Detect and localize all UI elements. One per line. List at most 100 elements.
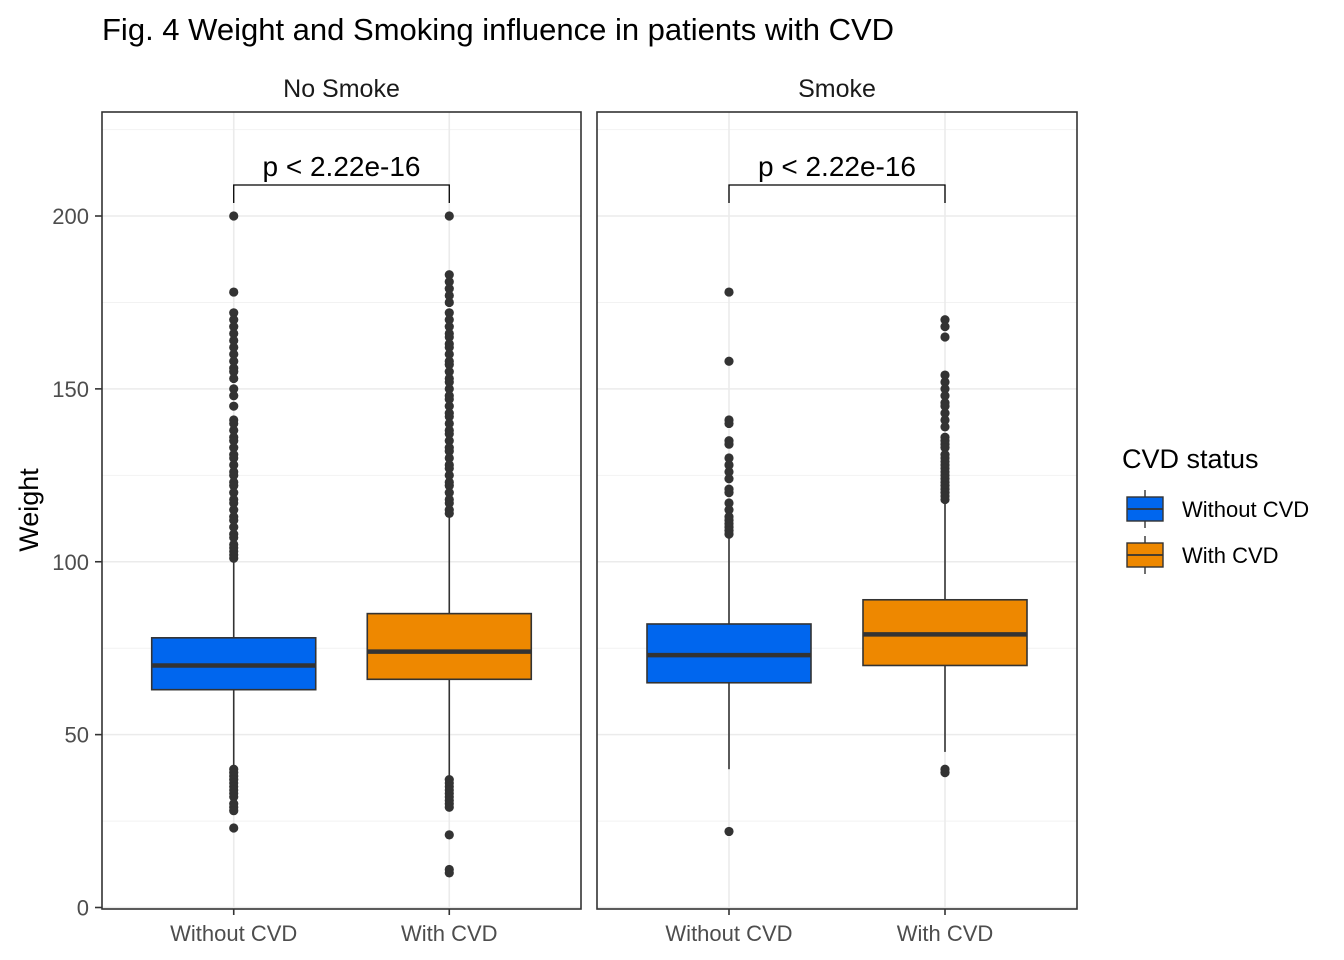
panel-smoke: Smoke p < 2.22e-16 Without CVD With CVD xyxy=(596,75,1078,946)
outlier-point xyxy=(229,498,239,508)
outlier-point xyxy=(229,418,239,429)
outlier-point xyxy=(229,315,239,325)
outlier-point xyxy=(229,515,239,525)
outlier-point xyxy=(229,443,239,453)
outlier-point xyxy=(940,401,950,411)
outlier-point xyxy=(229,384,239,394)
outlier-point xyxy=(444,446,454,456)
outlier-point xyxy=(229,460,239,470)
outlier-point xyxy=(444,366,454,377)
outlier-point xyxy=(444,498,454,508)
outlier-point xyxy=(444,277,454,287)
legend-key-with-cvd xyxy=(1126,536,1164,574)
outlier-point xyxy=(724,529,734,539)
x-tick-label: With CVD xyxy=(401,921,498,946)
outlier-point xyxy=(229,349,239,359)
x-tick-label: With CVD xyxy=(897,921,994,946)
outlier-point xyxy=(724,488,734,498)
outlier-point xyxy=(444,284,454,294)
outlier-point xyxy=(229,328,239,339)
outlier-point xyxy=(724,505,734,515)
outlier-point xyxy=(229,481,239,491)
outlier-point xyxy=(444,394,454,404)
box-without-cvd xyxy=(150,211,317,833)
outlier-point xyxy=(229,373,239,384)
p-value-bracket xyxy=(728,184,946,203)
x-tick-label: Without CVD xyxy=(665,921,792,946)
outlier-point xyxy=(229,335,239,346)
outlier-point xyxy=(229,806,239,816)
outlier-point xyxy=(940,422,950,432)
outlier-point xyxy=(444,342,454,352)
box-iqr xyxy=(366,612,533,681)
y-axis: 0 50 100 150 200 xyxy=(52,204,102,921)
p-value-label: p < 2.22e-16 xyxy=(758,151,916,182)
p-value-label: p < 2.22e-16 xyxy=(262,151,420,182)
y-tick-label: 0 xyxy=(77,896,89,921)
outlier-point xyxy=(444,508,454,518)
outlier-point xyxy=(724,453,734,463)
outlier-point xyxy=(444,360,454,370)
outlier-point xyxy=(444,429,454,439)
y-tick-label: 50 xyxy=(65,723,89,748)
outlier-point xyxy=(724,439,734,449)
outlier-point xyxy=(444,349,454,359)
outlier-point xyxy=(940,408,950,418)
legend-label: With CVD xyxy=(1182,543,1279,568)
outlier-point xyxy=(229,287,239,297)
outlier-point xyxy=(444,377,454,387)
y-tick-label: 150 xyxy=(52,377,89,402)
outlier-point xyxy=(444,297,454,308)
outlier-point xyxy=(444,453,454,463)
outlier-point xyxy=(940,391,950,401)
outlier-point xyxy=(229,366,239,377)
outlier-point xyxy=(444,290,454,301)
outlier-point xyxy=(444,384,454,394)
outlier-point xyxy=(940,370,950,380)
outlier-point xyxy=(229,470,239,480)
outlier-point xyxy=(229,522,239,532)
outlier-point xyxy=(444,802,454,812)
legend-label: Without CVD xyxy=(1182,497,1309,522)
outlier-point xyxy=(724,356,734,366)
outlier-point xyxy=(229,322,239,332)
outlier-point xyxy=(444,481,454,491)
outlier-point xyxy=(940,377,950,387)
outlier-point xyxy=(229,532,239,543)
chart-title: Fig. 4 Weight and Smoking influence in p… xyxy=(102,12,894,47)
outlier-point xyxy=(229,342,239,352)
outlier-point xyxy=(229,488,239,498)
outlier-point xyxy=(724,418,734,429)
outlier-point xyxy=(444,332,454,342)
legend: CVD status Without CVD With CVD xyxy=(1122,444,1309,574)
panel-background xyxy=(597,112,1077,909)
outlier-point xyxy=(444,315,454,325)
outlier-point xyxy=(444,270,454,280)
outlier-point xyxy=(724,826,734,837)
strip-label: Smoke xyxy=(798,75,876,103)
outlier-point xyxy=(940,443,950,453)
outlier-point xyxy=(229,308,239,318)
outlier-point xyxy=(724,474,734,484)
outlier-point xyxy=(229,823,239,833)
box-with-cvd xyxy=(862,315,1028,778)
panel-background xyxy=(102,112,581,909)
outlier-point xyxy=(229,553,239,563)
outlier-point xyxy=(229,425,239,435)
outlier-point xyxy=(444,470,454,480)
outlier-point xyxy=(229,436,239,446)
outlier-point xyxy=(229,453,239,463)
outlier-point xyxy=(940,315,950,325)
y-tick-label: 200 xyxy=(52,204,89,229)
outlier-point xyxy=(444,463,454,473)
outlier-point xyxy=(444,411,454,422)
outlier-point xyxy=(229,401,239,411)
panel-no-smoke: No Smoke p < 2.22e-16 Without CVD With CVD xyxy=(101,75,582,946)
outlier-point xyxy=(229,211,239,221)
outlier-point xyxy=(940,768,950,778)
panel-border xyxy=(596,111,1078,910)
y-axis-title: Weight xyxy=(14,468,44,552)
outlier-point xyxy=(229,505,239,515)
outlier-point xyxy=(940,332,950,342)
